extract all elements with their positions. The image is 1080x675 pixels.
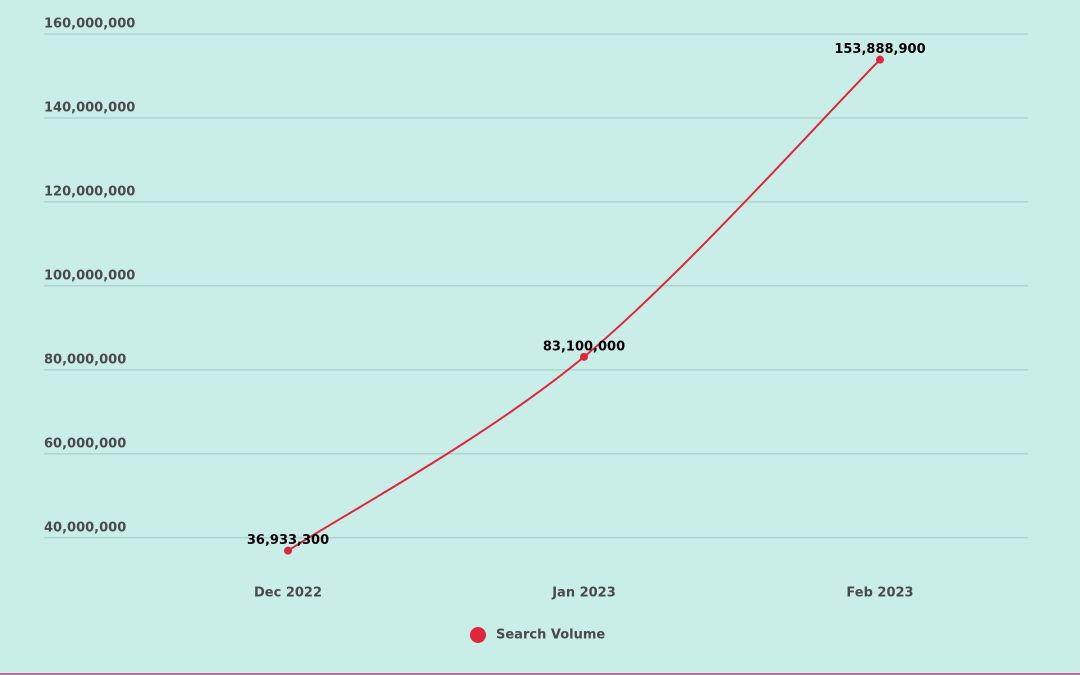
legend-marker — [470, 627, 486, 643]
point — [284, 546, 292, 555]
legend-label: Search Volume — [496, 628, 605, 643]
x-tick-label: Feb 2023 — [846, 586, 913, 601]
y-tick-label: 80,000,000 — [44, 352, 126, 367]
point — [580, 352, 588, 361]
x-tick-label: Jan 2023 — [551, 586, 616, 601]
data-label: 83,100,000 — [543, 339, 625, 354]
x-tick-label: Dec 2022 — [254, 586, 322, 601]
y-tick-label: 140,000,000 — [44, 100, 135, 115]
y-tick-label: 60,000,000 — [44, 436, 126, 451]
data-label: 36,933,300 — [247, 533, 329, 548]
data-label: 153,888,900 — [834, 42, 925, 57]
y-tick-label: 40,000,000 — [44, 520, 126, 535]
y-tick-label: 160,000,000 — [44, 17, 135, 32]
y-tick-label: 120,000,000 — [44, 184, 135, 199]
point — [876, 55, 884, 64]
y-tick-label: 100,000,000 — [44, 268, 135, 283]
